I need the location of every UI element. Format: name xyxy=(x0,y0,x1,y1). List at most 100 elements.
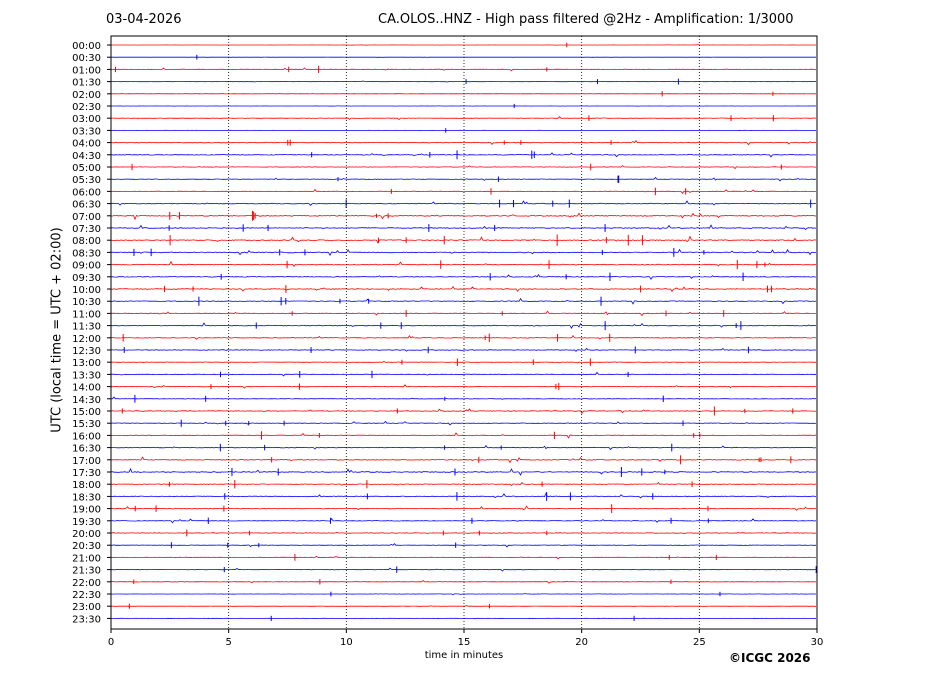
row-label: 17:00 xyxy=(72,456,101,467)
plot-frame xyxy=(110,35,818,630)
row-label: 09:30 xyxy=(72,273,101,284)
row-label: 01:30 xyxy=(72,78,101,89)
trace-line xyxy=(111,371,817,377)
trace-line xyxy=(110,445,817,451)
trace-line xyxy=(110,200,817,206)
x-tick-label: 30 xyxy=(811,637,824,648)
row-label: 01:00 xyxy=(72,65,101,76)
row-label: 14:30 xyxy=(72,395,101,406)
x-tick-label: 10 xyxy=(340,637,353,648)
row-label: 17:30 xyxy=(72,468,101,479)
trace-line xyxy=(110,248,817,257)
trace-line xyxy=(110,235,817,244)
row-label: 22:00 xyxy=(72,578,101,589)
row-label: 21:30 xyxy=(72,566,101,577)
row-label: 19:00 xyxy=(72,505,101,516)
row-label: 04:00 xyxy=(72,139,101,150)
row-label: 09:00 xyxy=(72,261,101,272)
row-label: 12:00 xyxy=(72,334,101,345)
trace-line xyxy=(110,116,817,121)
trace-line xyxy=(111,80,817,83)
trace-line xyxy=(110,408,817,415)
row-label: 15:00 xyxy=(72,407,101,418)
trace-line xyxy=(111,360,816,364)
trace-line xyxy=(110,273,816,280)
trace-line xyxy=(110,347,817,352)
row-label: 18:00 xyxy=(72,480,101,491)
x-tick-label: 20 xyxy=(575,637,588,648)
row-label: 07:30 xyxy=(72,224,101,235)
trace-line xyxy=(110,188,816,194)
row-label: 06:00 xyxy=(72,187,101,198)
trace-line xyxy=(111,605,816,607)
row-label: 18:30 xyxy=(72,492,101,503)
row-label: 07:00 xyxy=(72,212,101,223)
trace-line xyxy=(110,517,817,524)
trace-line xyxy=(111,165,816,170)
trace-line xyxy=(110,212,817,221)
row-label: 08:30 xyxy=(72,248,101,259)
row-label: 16:30 xyxy=(72,444,101,455)
row-label: 06:30 xyxy=(72,200,101,211)
row-label: 02:30 xyxy=(72,102,101,113)
row-label: 13:30 xyxy=(72,370,101,381)
x-tick-label: 0 xyxy=(108,637,114,648)
row-label: 13:00 xyxy=(72,358,101,369)
x-ticks-group: 0 5 10 15 20 25 30 xyxy=(108,629,824,648)
gridlines-group xyxy=(228,36,700,629)
trace-line xyxy=(110,505,816,511)
copyright-label: ©ICGC 2026 xyxy=(729,651,811,665)
row-label: 19:30 xyxy=(72,517,101,528)
x-tick-label: 5 xyxy=(225,637,231,648)
row-label: 03:30 xyxy=(72,126,101,137)
row-label: 22:30 xyxy=(72,590,101,601)
chart-title: CA.OLOS..HNZ - High pass filtered @2Hz -… xyxy=(378,12,794,27)
trace-line xyxy=(110,285,817,293)
row-label: 04:30 xyxy=(72,151,101,162)
x-tick-label: 25 xyxy=(693,637,706,648)
trace-line xyxy=(111,384,817,389)
row-label: 12:30 xyxy=(72,346,101,357)
row-label: 02:00 xyxy=(72,90,101,101)
date-label: 03-04-2026 xyxy=(106,12,182,27)
trace-line xyxy=(110,531,817,535)
trace-line xyxy=(110,297,817,305)
row-label: 05:00 xyxy=(72,163,101,174)
trace-line xyxy=(110,567,817,572)
trace-line xyxy=(110,334,817,340)
row-label: 23:00 xyxy=(72,602,101,613)
trace-line xyxy=(110,468,817,476)
trace-line xyxy=(110,176,817,182)
trace-line xyxy=(110,492,817,499)
row-label: 10:00 xyxy=(72,285,101,296)
trace-line xyxy=(111,617,817,620)
trace-line xyxy=(110,555,817,560)
row-label: 05:30 xyxy=(72,175,101,186)
trace-line xyxy=(110,420,817,426)
row-label: 00:00 xyxy=(72,41,101,52)
trace-line xyxy=(110,310,817,317)
row-label: 00:30 xyxy=(72,53,101,64)
trace-line xyxy=(110,482,817,487)
row-label: 03:00 xyxy=(72,114,101,125)
traces-group xyxy=(110,42,817,622)
trace-line xyxy=(110,432,817,439)
row-label: 10:30 xyxy=(72,297,101,308)
trace-line xyxy=(110,593,816,596)
row-label: 20:30 xyxy=(72,541,101,552)
x-tick-label: 15 xyxy=(458,637,471,648)
trace-line xyxy=(111,44,816,46)
x-axis-label: time in minutes xyxy=(424,650,504,661)
trace-line xyxy=(110,224,817,231)
row-label: 11:00 xyxy=(72,309,101,320)
trace-line xyxy=(110,140,817,146)
trace-line xyxy=(110,579,817,584)
row-label: 21:00 xyxy=(72,553,101,564)
trace-line xyxy=(110,322,817,330)
trace-line xyxy=(110,152,817,158)
row-label: 20:00 xyxy=(72,529,101,540)
row-label: 23:30 xyxy=(72,614,101,625)
row-label: 16:00 xyxy=(72,431,101,442)
